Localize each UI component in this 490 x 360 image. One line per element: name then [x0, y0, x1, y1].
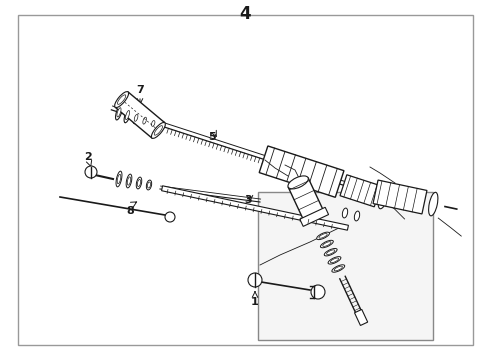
- Ellipse shape: [354, 211, 360, 221]
- Ellipse shape: [116, 171, 122, 187]
- Text: 4: 4: [239, 5, 251, 23]
- Ellipse shape: [117, 174, 121, 184]
- Ellipse shape: [332, 265, 345, 272]
- Ellipse shape: [142, 115, 147, 126]
- Ellipse shape: [151, 121, 155, 126]
- Circle shape: [248, 273, 262, 287]
- Ellipse shape: [324, 248, 337, 256]
- Ellipse shape: [134, 114, 138, 121]
- Ellipse shape: [429, 192, 438, 216]
- Ellipse shape: [326, 250, 335, 255]
- Polygon shape: [162, 186, 348, 230]
- Text: 6: 6: [291, 185, 299, 195]
- Ellipse shape: [147, 180, 152, 190]
- Text: 6: 6: [291, 182, 299, 192]
- Text: 5: 5: [208, 132, 216, 142]
- Polygon shape: [373, 180, 427, 214]
- Ellipse shape: [147, 182, 150, 188]
- Bar: [258, 192, 433, 340]
- Ellipse shape: [160, 123, 164, 129]
- Text: 7: 7: [136, 85, 144, 95]
- Ellipse shape: [334, 266, 343, 271]
- Polygon shape: [355, 309, 368, 325]
- Ellipse shape: [319, 234, 327, 238]
- Polygon shape: [340, 175, 381, 207]
- Ellipse shape: [137, 180, 141, 186]
- Ellipse shape: [125, 111, 129, 120]
- Circle shape: [165, 212, 175, 222]
- Ellipse shape: [124, 107, 131, 123]
- Ellipse shape: [136, 177, 142, 189]
- Ellipse shape: [127, 177, 131, 185]
- Ellipse shape: [143, 117, 147, 124]
- Text: 8: 8: [126, 206, 134, 216]
- Circle shape: [85, 166, 97, 178]
- Ellipse shape: [118, 95, 126, 104]
- Text: 2: 2: [84, 152, 92, 162]
- Polygon shape: [259, 146, 344, 197]
- Polygon shape: [288, 178, 324, 221]
- Ellipse shape: [151, 122, 165, 138]
- Ellipse shape: [116, 105, 122, 120]
- Ellipse shape: [133, 112, 139, 123]
- Ellipse shape: [154, 126, 163, 135]
- Ellipse shape: [117, 108, 121, 117]
- Ellipse shape: [328, 257, 341, 264]
- Ellipse shape: [343, 208, 348, 218]
- Ellipse shape: [378, 188, 389, 209]
- Polygon shape: [115, 92, 165, 138]
- Circle shape: [311, 285, 325, 299]
- Ellipse shape: [288, 176, 308, 189]
- Ellipse shape: [150, 118, 156, 128]
- Ellipse shape: [115, 91, 128, 108]
- Ellipse shape: [320, 240, 333, 248]
- Ellipse shape: [323, 242, 331, 246]
- Ellipse shape: [317, 232, 329, 240]
- Ellipse shape: [330, 258, 339, 263]
- Ellipse shape: [159, 121, 165, 131]
- Text: 1: 1: [251, 297, 259, 307]
- Text: 3: 3: [244, 195, 252, 205]
- Ellipse shape: [126, 174, 132, 188]
- Polygon shape: [300, 207, 329, 226]
